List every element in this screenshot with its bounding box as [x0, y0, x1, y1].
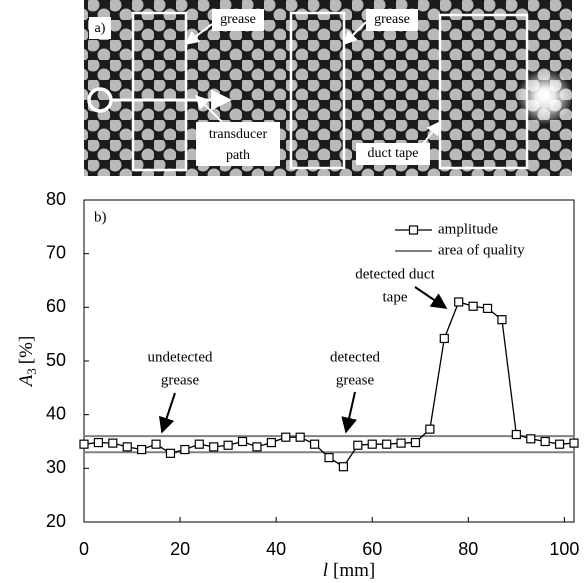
data-point	[468, 301, 478, 311]
data-point	[266, 437, 276, 448]
annotation-arrow	[414, 286, 448, 309]
data-point	[93, 437, 104, 448]
data-point	[151, 439, 161, 449]
data-point	[396, 438, 406, 448]
data-point	[554, 439, 565, 449]
y-tick-label: 80	[46, 189, 66, 209]
data-point	[482, 303, 493, 314]
x-tick-label: 80	[458, 539, 478, 559]
data-point	[79, 439, 89, 449]
data-point	[295, 432, 305, 442]
x-axis-unit: [mm]	[333, 560, 375, 581]
data-point	[353, 440, 363, 450]
data-point	[209, 442, 219, 452]
label-box	[356, 143, 430, 165]
tape-region	[438, 13, 529, 170]
photo-label: path	[226, 148, 250, 163]
glare	[517, 69, 573, 125]
annotation: tape	[383, 289, 408, 305]
data-point	[382, 439, 392, 449]
data-point	[165, 448, 176, 458]
label-box	[89, 17, 111, 39]
chart: 20 30 40 50 60 70 80 0 20 40 60 80 100 A3 [%] l [mm] b) am…	[16, 189, 579, 582]
data-point	[137, 444, 147, 455]
y-tick-label: 20	[46, 511, 66, 531]
y-tick-label: 70	[46, 242, 66, 262]
data-point	[122, 442, 132, 452]
annotation-arrow	[341, 391, 357, 434]
x-tick-label: 60	[362, 539, 382, 559]
data-point	[324, 453, 334, 463]
x-axis-label: l [mm]	[323, 560, 376, 581]
data-point	[526, 434, 536, 444]
arrow	[184, 23, 213, 45]
y-axis-symbol: A	[16, 374, 37, 388]
y-axis-label: A3 [%]	[16, 336, 39, 389]
photo-label: grease	[374, 12, 410, 27]
data-point	[511, 429, 521, 440]
panel-label: b)	[94, 209, 107, 225]
data-point	[439, 333, 449, 344]
annotation: detected duct	[355, 266, 435, 282]
label-box	[366, 9, 418, 31]
x-tick-label: 100	[549, 539, 579, 559]
photo-label: transducer	[209, 127, 268, 142]
annotation: detected	[330, 349, 380, 365]
data-point	[180, 444, 190, 455]
grease-region	[289, 11, 346, 170]
annotation: grease	[161, 372, 200, 388]
legend-label: amplitude	[438, 221, 498, 237]
data-point	[410, 437, 421, 448]
data-point	[194, 439, 204, 449]
data-point	[338, 462, 349, 472]
data-point	[540, 436, 550, 447]
grease-region	[131, 11, 188, 172]
x-axis-symbol: l	[323, 560, 328, 581]
data-point	[569, 438, 579, 448]
y-tick-label: 50	[46, 350, 66, 370]
y-tick-label: 30	[46, 457, 66, 477]
y-axis-unit: [%]	[16, 336, 37, 364]
x-tick-label: 20	[170, 539, 190, 559]
arrow	[195, 95, 223, 123]
label-box	[196, 122, 280, 166]
photo: a) grease grease transducer path duct ta…	[84, 0, 573, 176]
data-point	[108, 438, 118, 448]
photo-panel-label: a)	[95, 21, 106, 36]
legend-marker	[408, 225, 419, 235]
annotation: grease	[336, 372, 375, 388]
y-tick-label: 60	[46, 296, 66, 316]
x-tick-label: 0	[79, 539, 89, 559]
photo-label: grease	[220, 12, 256, 27]
photo-label: duct tape	[368, 146, 419, 161]
data-point	[309, 439, 320, 449]
data-point	[237, 436, 248, 447]
data-point	[425, 424, 435, 434]
x-tick-label: 40	[266, 539, 286, 559]
legend-label: area of quality	[438, 242, 525, 258]
photo-background	[84, 0, 572, 176]
data-point	[497, 315, 507, 325]
y-tick-label: 40	[46, 403, 66, 423]
annotation: undetected	[148, 349, 213, 365]
data-point	[454, 297, 464, 307]
arrow	[343, 21, 367, 45]
data-point	[367, 439, 377, 449]
label-box	[212, 9, 264, 31]
data-point	[252, 442, 262, 452]
y-axis-subscript: 3	[24, 368, 39, 375]
data-point	[281, 432, 291, 442]
data-point	[223, 440, 233, 450]
annotation-arrow	[158, 392, 176, 434]
